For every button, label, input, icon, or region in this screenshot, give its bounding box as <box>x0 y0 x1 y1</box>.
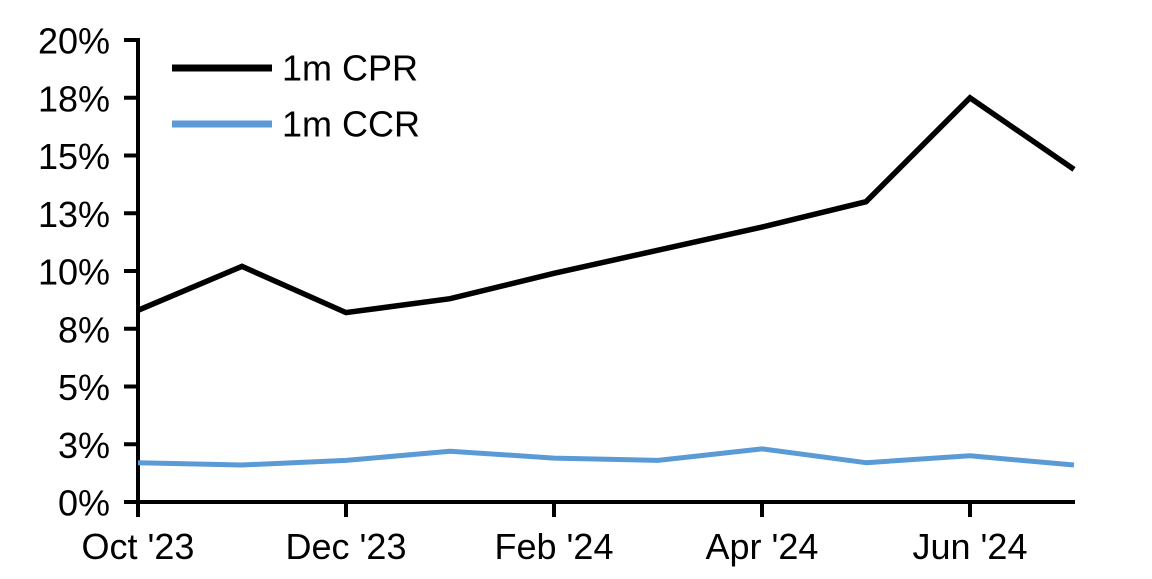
x-tick-label: Oct '23 <box>82 526 195 567</box>
x-tick-label: Feb '24 <box>495 526 614 567</box>
y-tick-label: 18% <box>38 78 110 119</box>
x-axis-ticks <box>136 502 972 517</box>
x-axis-tick-labels: Oct '23 Dec '23 Feb '24 Apr '24 Jun '24 <box>82 526 1028 567</box>
x-tick-label: Jun '24 <box>913 526 1028 567</box>
series-line-1m-ccr <box>137 446 1075 468</box>
legend: 1m CPR 1m CCR <box>172 48 420 145</box>
legend-label-ccr: 1m CCR <box>282 104 420 145</box>
y-tick-label: 3% <box>58 425 110 466</box>
x-tick-label: Apr '24 <box>706 526 819 567</box>
y-tick-label: 8% <box>58 309 110 350</box>
legend-label-cpr: 1m CPR <box>282 48 418 89</box>
x-tick-label: Dec '23 <box>286 526 407 567</box>
series-line-1m-cpr <box>136 94 1076 316</box>
y-axis-tick-labels: 20% 18% 15% 13% 10% 8% 5% 3% 0% <box>38 21 110 524</box>
y-tick-label: 0% <box>58 483 110 524</box>
y-tick-label: 13% <box>38 194 110 235</box>
y-tick-label: 15% <box>38 136 110 177</box>
y-tick-label: 10% <box>38 252 110 293</box>
y-tick-label: 5% <box>58 367 110 408</box>
y-axis-ticks <box>124 38 138 504</box>
series-lines <box>136 94 1076 468</box>
y-tick-label: 20% <box>38 21 110 62</box>
